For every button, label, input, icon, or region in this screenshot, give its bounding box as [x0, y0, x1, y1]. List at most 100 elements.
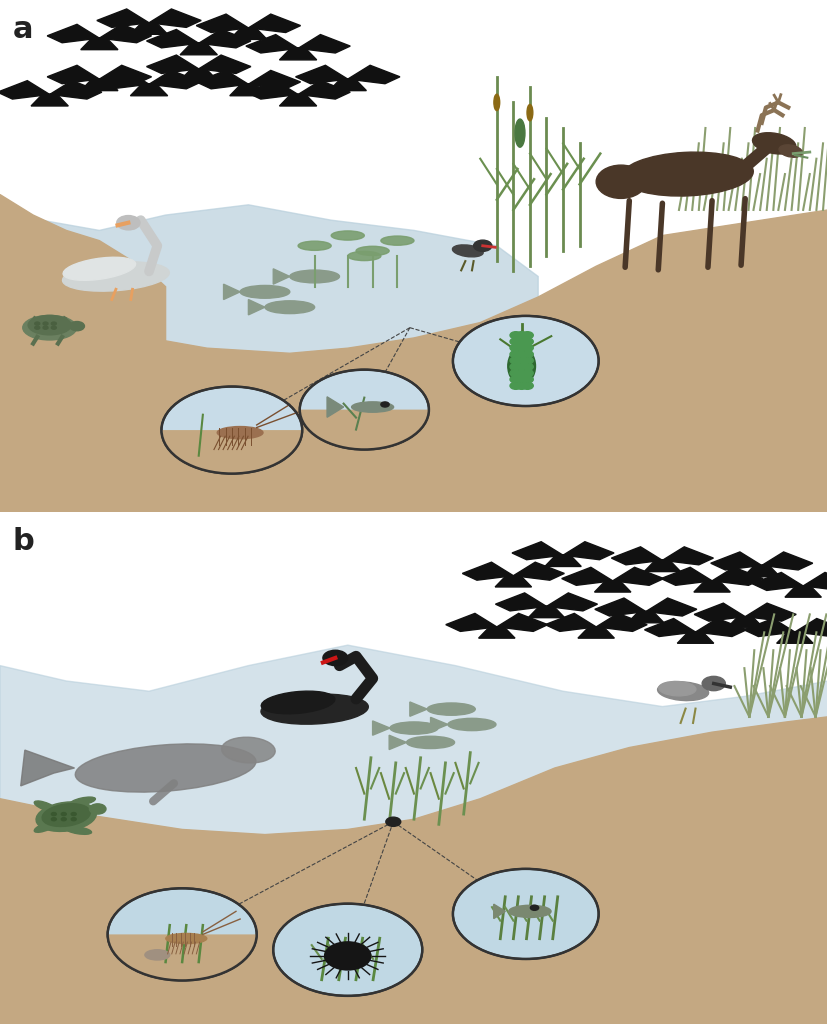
Ellipse shape [75, 743, 256, 793]
Ellipse shape [23, 315, 76, 340]
Polygon shape [544, 555, 581, 566]
Circle shape [69, 322, 84, 331]
Circle shape [273, 904, 422, 995]
Circle shape [380, 402, 389, 407]
Polygon shape [409, 702, 427, 717]
Polygon shape [693, 581, 729, 592]
Circle shape [509, 338, 521, 345]
Polygon shape [0, 195, 165, 512]
Ellipse shape [222, 737, 275, 763]
Ellipse shape [65, 826, 92, 835]
Polygon shape [461, 562, 564, 581]
Circle shape [515, 382, 527, 389]
Ellipse shape [34, 821, 57, 833]
Ellipse shape [356, 247, 389, 255]
Circle shape [509, 357, 521, 365]
Polygon shape [511, 542, 614, 560]
Circle shape [515, 332, 527, 339]
Polygon shape [196, 14, 300, 33]
Polygon shape [279, 94, 316, 106]
Polygon shape [643, 618, 746, 637]
Polygon shape [710, 552, 812, 570]
Polygon shape [430, 717, 447, 731]
Text: a: a [12, 15, 33, 44]
Ellipse shape [390, 722, 437, 734]
Circle shape [515, 338, 527, 345]
Circle shape [161, 386, 302, 473]
Ellipse shape [778, 144, 801, 158]
Circle shape [521, 350, 533, 357]
Ellipse shape [507, 347, 535, 385]
Polygon shape [544, 613, 647, 632]
Polygon shape [643, 560, 680, 571]
Polygon shape [246, 35, 350, 53]
Circle shape [51, 327, 56, 330]
Ellipse shape [28, 315, 71, 335]
Ellipse shape [70, 797, 95, 806]
Ellipse shape [658, 681, 695, 696]
Polygon shape [295, 66, 399, 84]
Ellipse shape [42, 804, 90, 826]
Polygon shape [80, 38, 117, 49]
Polygon shape [31, 94, 68, 106]
Wedge shape [299, 410, 428, 450]
Polygon shape [47, 25, 151, 43]
Polygon shape [131, 23, 167, 35]
Polygon shape [0, 205, 538, 369]
Ellipse shape [447, 719, 495, 731]
Ellipse shape [514, 119, 524, 147]
Ellipse shape [380, 237, 414, 246]
Ellipse shape [620, 153, 753, 196]
Ellipse shape [298, 242, 331, 250]
Circle shape [509, 350, 521, 357]
Ellipse shape [63, 262, 169, 291]
Circle shape [51, 817, 56, 821]
Circle shape [323, 941, 371, 971]
Ellipse shape [217, 427, 263, 438]
Ellipse shape [347, 252, 380, 260]
Polygon shape [146, 30, 251, 48]
Circle shape [515, 364, 527, 371]
Circle shape [43, 327, 48, 330]
Ellipse shape [289, 270, 339, 283]
Circle shape [71, 813, 76, 815]
Circle shape [521, 382, 533, 389]
Polygon shape [594, 581, 630, 592]
Circle shape [521, 357, 533, 365]
Circle shape [509, 344, 521, 351]
Ellipse shape [351, 401, 393, 413]
Circle shape [43, 323, 48, 326]
Polygon shape [246, 81, 350, 99]
Circle shape [35, 323, 40, 326]
Polygon shape [97, 9, 201, 28]
Circle shape [521, 344, 533, 351]
Ellipse shape [493, 94, 500, 111]
Circle shape [515, 350, 527, 357]
Ellipse shape [406, 736, 454, 749]
Polygon shape [0, 210, 827, 512]
Polygon shape [495, 575, 531, 587]
Ellipse shape [657, 682, 708, 700]
Polygon shape [80, 79, 117, 91]
Polygon shape [131, 84, 167, 96]
Polygon shape [660, 567, 762, 586]
Polygon shape [273, 268, 289, 284]
Circle shape [51, 323, 56, 326]
Circle shape [71, 817, 76, 821]
Polygon shape [229, 28, 266, 39]
Polygon shape [328, 79, 366, 91]
Polygon shape [229, 84, 266, 96]
Polygon shape [372, 721, 390, 735]
Polygon shape [743, 618, 827, 637]
Polygon shape [693, 603, 796, 622]
Polygon shape [196, 71, 300, 89]
Polygon shape [327, 396, 343, 418]
Polygon shape [627, 611, 663, 623]
Polygon shape [389, 735, 406, 750]
Polygon shape [495, 593, 597, 611]
Circle shape [509, 382, 521, 389]
Wedge shape [161, 430, 302, 473]
Polygon shape [726, 616, 762, 628]
Circle shape [521, 338, 533, 345]
Circle shape [521, 364, 533, 371]
